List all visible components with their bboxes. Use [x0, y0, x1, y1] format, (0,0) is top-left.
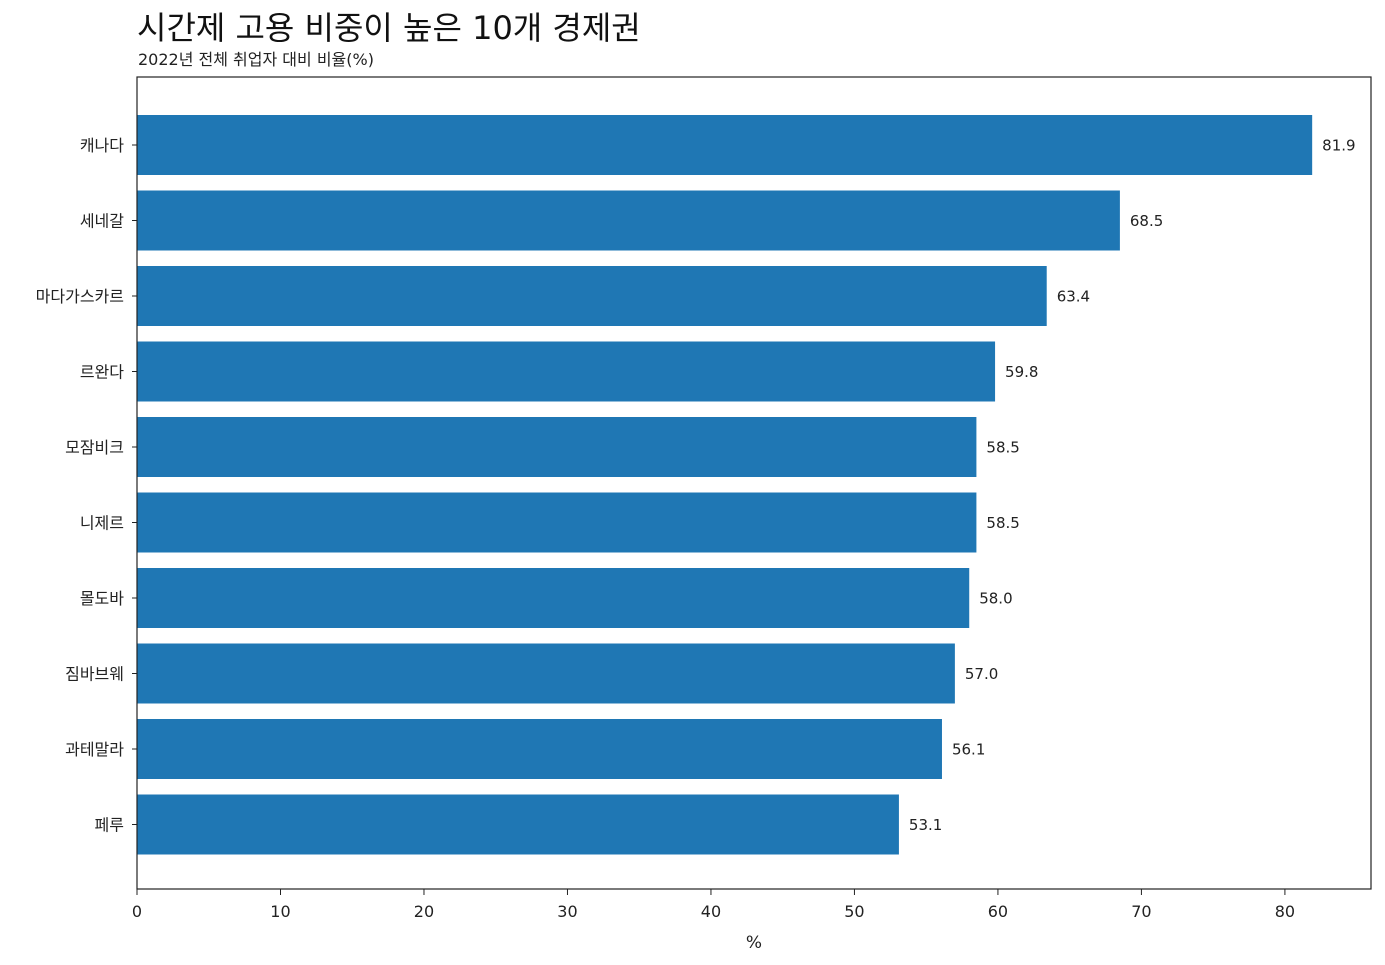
- x-tick-label: 70: [1131, 902, 1151, 921]
- x-axis-ticks: 0 10 20 30 40 50 60 70 80: [132, 889, 1295, 921]
- y-tick-label: 마다가스카르: [36, 287, 124, 306]
- y-tick-label: 캐나다: [80, 136, 124, 155]
- bar: [137, 719, 942, 779]
- x-axis-label: %: [746, 933, 762, 953]
- bars-layer: [137, 115, 1313, 855]
- bar-value-label: 81.9: [1322, 137, 1355, 155]
- bar-value-label: 57.0: [965, 665, 998, 683]
- chart-subtitle: 2022년 전체 취업자 대비 비율(%): [138, 50, 374, 69]
- bar: [137, 115, 1313, 175]
- x-tick-label: 50: [844, 902, 864, 921]
- bar-value-label: 56.1: [952, 741, 985, 759]
- bar: [137, 643, 955, 704]
- y-tick-label: 세네갈: [80, 212, 124, 231]
- bar-value-label: 53.1: [909, 816, 942, 834]
- x-tick-label: 60: [988, 902, 1008, 921]
- plot-frame: [136, 76, 1372, 890]
- y-tick-label: 몰도바: [80, 589, 124, 608]
- bar-value-label: 59.8: [1005, 363, 1038, 381]
- x-tick-label: 80: [1275, 902, 1295, 921]
- bar: [137, 794, 899, 855]
- bar: [137, 417, 977, 477]
- bar-value-label: 58.5: [986, 439, 1019, 457]
- x-tick-label: 40: [701, 902, 721, 921]
- y-tick-label: 르완다: [80, 363, 124, 382]
- bar-value-label: 63.4: [1057, 288, 1090, 306]
- x-tick-label: 10: [270, 902, 290, 921]
- x-tick-label: 30: [557, 902, 577, 921]
- y-tick-label: 짐바브웨: [65, 665, 124, 684]
- bar: [137, 492, 977, 553]
- x-tick-label: 20: [414, 902, 434, 921]
- bar: [137, 266, 1047, 326]
- bar-value-label: 58.0: [979, 590, 1012, 608]
- bar: [137, 190, 1120, 251]
- bar-value-label: 68.5: [1130, 212, 1163, 230]
- bar: [137, 341, 996, 402]
- y-tick-label: 페루: [95, 816, 124, 835]
- x-tick-label: 0: [132, 902, 142, 921]
- y-tick-label: 니제르: [80, 514, 124, 533]
- chart-title: 시간제 고용 비중이 높은 10개 경제권: [137, 9, 641, 47]
- y-tick-label: 모잠비크: [65, 438, 124, 457]
- bar: [137, 568, 970, 628]
- y-tick-label: 과테말라: [65, 740, 124, 759]
- bar-value-label: 58.5: [986, 514, 1019, 532]
- value-labels-layer: 81.9 68.5 63.4 59.8 58.5 58.5 58.0 57.0 56.1 53.1: [909, 137, 1356, 835]
